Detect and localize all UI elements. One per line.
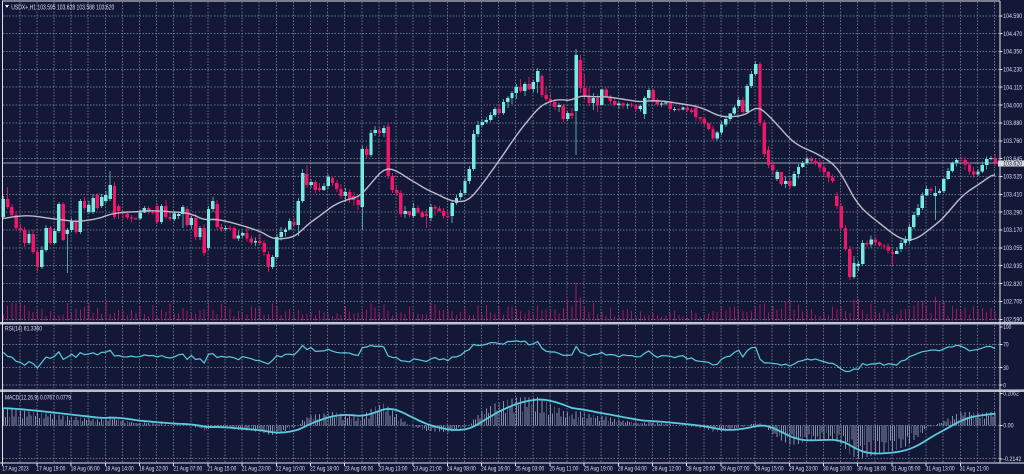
svg-text:29 Aug 07:00: 29 Aug 07:00: [720, 465, 749, 472]
svg-text:24 Aug 16:00: 24 Aug 16:00: [481, 465, 510, 472]
svg-text:23 Aug 21:00: 23 Aug 21:00: [413, 465, 442, 472]
svg-text:102.820: 102.820: [1003, 281, 1022, 288]
svg-text:30 Aug 10:00: 30 Aug 10:00: [823, 465, 852, 472]
svg-text:18 Aug 06:00: 18 Aug 06:00: [71, 465, 100, 472]
svg-text:21 Aug 23:00: 21 Aug 23:00: [242, 465, 271, 472]
svg-text:23 Aug 05:00: 23 Aug 05:00: [344, 465, 373, 472]
svg-text:103.620: 103.620: [1003, 161, 1022, 168]
svg-text:25 Aug 03:00: 25 Aug 03:00: [515, 465, 544, 472]
svg-text:104.350: 104.350: [1003, 49, 1022, 56]
svg-text:31 Aug 05:00: 31 Aug 05:00: [891, 465, 920, 472]
svg-text:21 Aug 07:00: 21 Aug 07:00: [173, 465, 202, 472]
svg-text:-0.2142: -0.2142: [1003, 456, 1022, 463]
svg-text:100: 100: [1003, 324, 1012, 331]
svg-text:RSI(14) 61.3360: RSI(14) 61.3360: [5, 326, 42, 333]
svg-text:21 Aug 15:00: 21 Aug 15:00: [207, 465, 236, 472]
svg-text:104.115: 104.115: [1003, 84, 1022, 91]
svg-text:29 Aug 15:00: 29 Aug 15:00: [755, 465, 784, 472]
svg-text:30 Aug 18:00: 30 Aug 18:00: [857, 465, 886, 472]
svg-text:23 Aug 13:00: 23 Aug 13:00: [378, 465, 407, 472]
svg-text:103.290: 103.290: [1003, 209, 1022, 216]
svg-text:103.645: 103.645: [1003, 156, 1022, 163]
svg-text:103.525: 103.525: [1003, 174, 1022, 181]
svg-text:104.000: 104.000: [1003, 102, 1022, 109]
svg-text:70: 70: [1003, 342, 1009, 349]
svg-text:USDX+,H1 103.595 103.628 103.5: USDX+,H1 103.595 103.628 103.588 103.620: [11, 4, 114, 11]
svg-text:25 Aug 11:00: 25 Aug 11:00: [549, 465, 578, 472]
svg-text:24 Aug 08:00: 24 Aug 08:00: [447, 465, 476, 472]
svg-text:102.705: 102.705: [1003, 299, 1022, 306]
svg-text:29 Aug 23:00: 29 Aug 23:00: [789, 465, 818, 472]
svg-text:28 Aug 20:00: 28 Aug 20:00: [686, 465, 715, 472]
svg-text:18 Aug 14:00: 18 Aug 14:00: [105, 465, 134, 472]
svg-text:104.590: 104.590: [1003, 13, 1022, 20]
svg-text:103.410: 103.410: [1003, 192, 1022, 199]
svg-text:30: 30: [1003, 365, 1009, 372]
svg-text:104.235: 104.235: [1003, 67, 1022, 74]
svg-text:18 Aug 22:00: 18 Aug 22:00: [139, 465, 168, 472]
svg-text:28 Aug 04:00: 28 Aug 04:00: [618, 465, 647, 472]
svg-text:0: 0: [1003, 382, 1006, 389]
svg-text:103.055: 103.055: [1003, 245, 1022, 252]
svg-text:28 Aug 12:00: 28 Aug 12:00: [652, 465, 681, 472]
svg-text:104.470: 104.470: [1003, 31, 1022, 38]
svg-text:103.880: 103.880: [1003, 120, 1022, 127]
svg-text:0.2062: 0.2062: [1003, 390, 1019, 397]
svg-text:103.170: 103.170: [1003, 227, 1022, 234]
svg-text:102.935: 102.935: [1003, 263, 1022, 270]
svg-text:31 Aug 13:00: 31 Aug 13:00: [926, 465, 955, 472]
svg-text:17 Aug 2023: 17 Aug 2023: [2, 465, 29, 472]
svg-text:MACD(12,26,9) 0.0767 0.0779: MACD(12,26,9) 0.0767 0.0779: [5, 394, 71, 401]
svg-text:102.590: 102.590: [1003, 316, 1022, 323]
svg-text:22 Aug 10:00: 22 Aug 10:00: [276, 465, 305, 472]
svg-text:25 Aug 19:00: 25 Aug 19:00: [584, 465, 613, 472]
svg-text:103.760: 103.760: [1003, 138, 1022, 145]
svg-text:31 Aug 21:00: 31 Aug 21:00: [960, 465, 989, 472]
svg-text:22 Aug 18:00: 22 Aug 18:00: [310, 465, 339, 472]
svg-text:0.00: 0.00: [1003, 423, 1014, 430]
svg-text:17 Aug 19:00: 17 Aug 19:00: [36, 465, 65, 472]
